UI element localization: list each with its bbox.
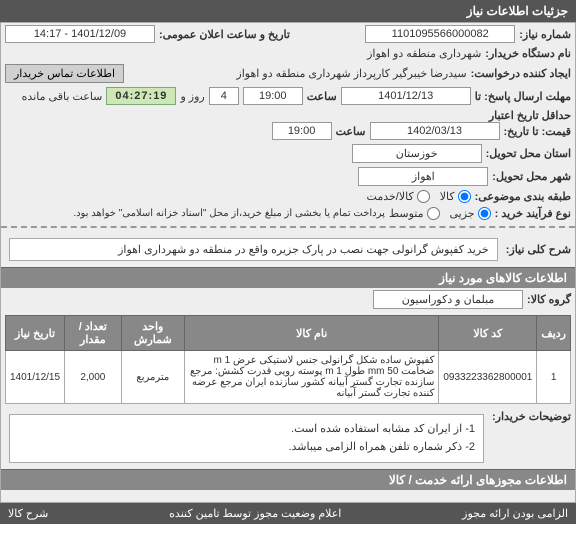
time-label-1: ساعت xyxy=(307,90,337,103)
valid-date: 1402/03/13 xyxy=(370,122,500,140)
buyer-value: شهرداری منطقه دو اهواز xyxy=(367,47,481,60)
radio-partial-label: جزیی xyxy=(450,207,475,220)
deadline-date: 1401/12/13 xyxy=(341,87,471,105)
province-label: استان محل تحویل: xyxy=(486,147,571,160)
announce-label: تاریخ و ساعت اعلان عمومی: xyxy=(159,28,290,41)
th-idx: ردیف xyxy=(537,316,571,351)
city-label: شهر محل تحویل: xyxy=(492,170,571,183)
group-label: گروه کالا: xyxy=(527,293,571,306)
table-header-row: ردیف کد کالا نام کالا واحد شمارش تعداد /… xyxy=(6,316,571,351)
radio-medium-input[interactable] xyxy=(427,207,440,220)
creator-value: سیدرضا خیبرگیر کارپرداز شهرداری منطقه دو… xyxy=(236,67,466,80)
countdown-timer: 04:27:19 xyxy=(106,87,176,105)
radio-partial-input[interactable] xyxy=(478,207,491,220)
radio-service-label: کالا/خدمت xyxy=(367,190,414,203)
permits-section-title: اطلاعات مجوزهای ارائه خدمت / کالا xyxy=(1,469,575,490)
time-label-2: ساعت xyxy=(336,125,366,138)
min-valid-label: حداقل تاریخ اعتبار xyxy=(489,109,571,122)
purchase-note: پرداخت تمام یا بخشی از مبلغ خرید،از محل … xyxy=(73,208,385,219)
need-desc-label: شرح کلی نیاز: xyxy=(506,243,571,256)
contact-button[interactable]: اطلاعات تماس خریدار xyxy=(5,64,124,83)
note-2: 2- ذکر شماره تلفن همراه الزامی میباشد. xyxy=(18,439,475,457)
main-panel: شماره نیاز: 1101095566000082 تاریخ و ساع… xyxy=(0,22,576,503)
radio-medium-label: متوسط xyxy=(389,207,424,220)
td-qty: 2,000 xyxy=(65,351,122,404)
category-radio-group: کالا کالا/خدمت xyxy=(367,190,471,203)
buyer-label: نام دستگاه خریدار: xyxy=(485,47,571,60)
table-row: 1 0933223362800001 کفپوش ساده شکل گرانول… xyxy=(6,351,571,404)
td-name: کفپوش ساده شکل گرانولی جنس لاستیکی عرض m… xyxy=(185,351,439,404)
province-field: خوزستان xyxy=(352,144,482,163)
city-field: اهواز xyxy=(358,167,488,186)
td-code: 0933223362800001 xyxy=(439,351,537,404)
purchase-type-group: جزیی متوسط xyxy=(389,207,491,220)
deadline-label: مهلت ارسال پاسخ: تا xyxy=(475,90,571,103)
radio-goods-label: کالا xyxy=(440,190,455,203)
th-name: نام کالا xyxy=(185,316,439,351)
need-no-label: شماره نیاز: xyxy=(519,28,571,41)
footer-left: شرح کالا xyxy=(8,507,48,520)
purchase-type-label: نوع فرآیند خرید : xyxy=(495,207,571,220)
notes-label: توضیحات خریدار: xyxy=(492,410,571,423)
footer-mid: اعلام وضعیت مجوز توسط تامین کننده xyxy=(169,507,341,520)
goods-table: ردیف کد کالا نام کالا واحد شمارش تعداد /… xyxy=(5,315,571,404)
th-date: تاریخ نیاز xyxy=(6,316,65,351)
radio-goods[interactable]: کالا xyxy=(440,190,471,203)
notes-box: 1- از ایران کد مشابه استفاده شده است. 2-… xyxy=(9,414,484,463)
group-field: مبلمان و دکوراسیون xyxy=(373,290,523,309)
td-unit: مترمربع xyxy=(121,351,184,404)
th-qty: تعداد / مقدار xyxy=(65,316,122,351)
radio-service-input[interactable] xyxy=(417,190,430,203)
radio-partial[interactable]: جزیی xyxy=(450,207,491,220)
th-code: کد کالا xyxy=(439,316,537,351)
need-desc-box: خرید کفپوش گرانولی جهت نصب در پارک جزیره… xyxy=(9,238,498,261)
th-unit: واحد شمارش xyxy=(121,316,184,351)
remain-label: ساعت باقی مانده xyxy=(22,90,103,103)
page-header: جزئیات اطلاعات نیاز xyxy=(0,0,576,22)
td-idx: 1 xyxy=(537,351,571,404)
creator-label: ایجاد کننده درخواست: xyxy=(471,67,571,80)
need-no-field: 1101095566000082 xyxy=(365,25,515,43)
td-date: 1401/12/15 xyxy=(6,351,65,404)
price-until-label: قیمت: تا تاریخ: xyxy=(504,125,571,138)
day-count: 4 xyxy=(209,87,239,105)
goods-section-title: اطلاعات کالاهای مورد نیاز xyxy=(1,267,575,288)
divider-1 xyxy=(1,226,575,228)
category-label: طبقه بندی موضوعی: xyxy=(475,190,571,203)
day-label: روز و xyxy=(180,90,204,103)
note-1: 1- از ایران کد مشابه استفاده شده است. xyxy=(18,421,475,439)
footer-bar: الزامی بودن ارائه مجوز اعلام وضعیت مجوز … xyxy=(0,503,576,524)
deadline-time: 19:00 xyxy=(243,87,303,105)
radio-goods-input[interactable] xyxy=(458,190,471,203)
footer-right: الزامی بودن ارائه مجوز xyxy=(462,507,568,520)
radio-medium[interactable]: متوسط xyxy=(389,207,440,220)
announce-field: 1401/12/09 - 14:17 xyxy=(5,25,155,43)
valid-time: 19:00 xyxy=(272,122,332,140)
radio-service[interactable]: کالا/خدمت xyxy=(367,190,430,203)
